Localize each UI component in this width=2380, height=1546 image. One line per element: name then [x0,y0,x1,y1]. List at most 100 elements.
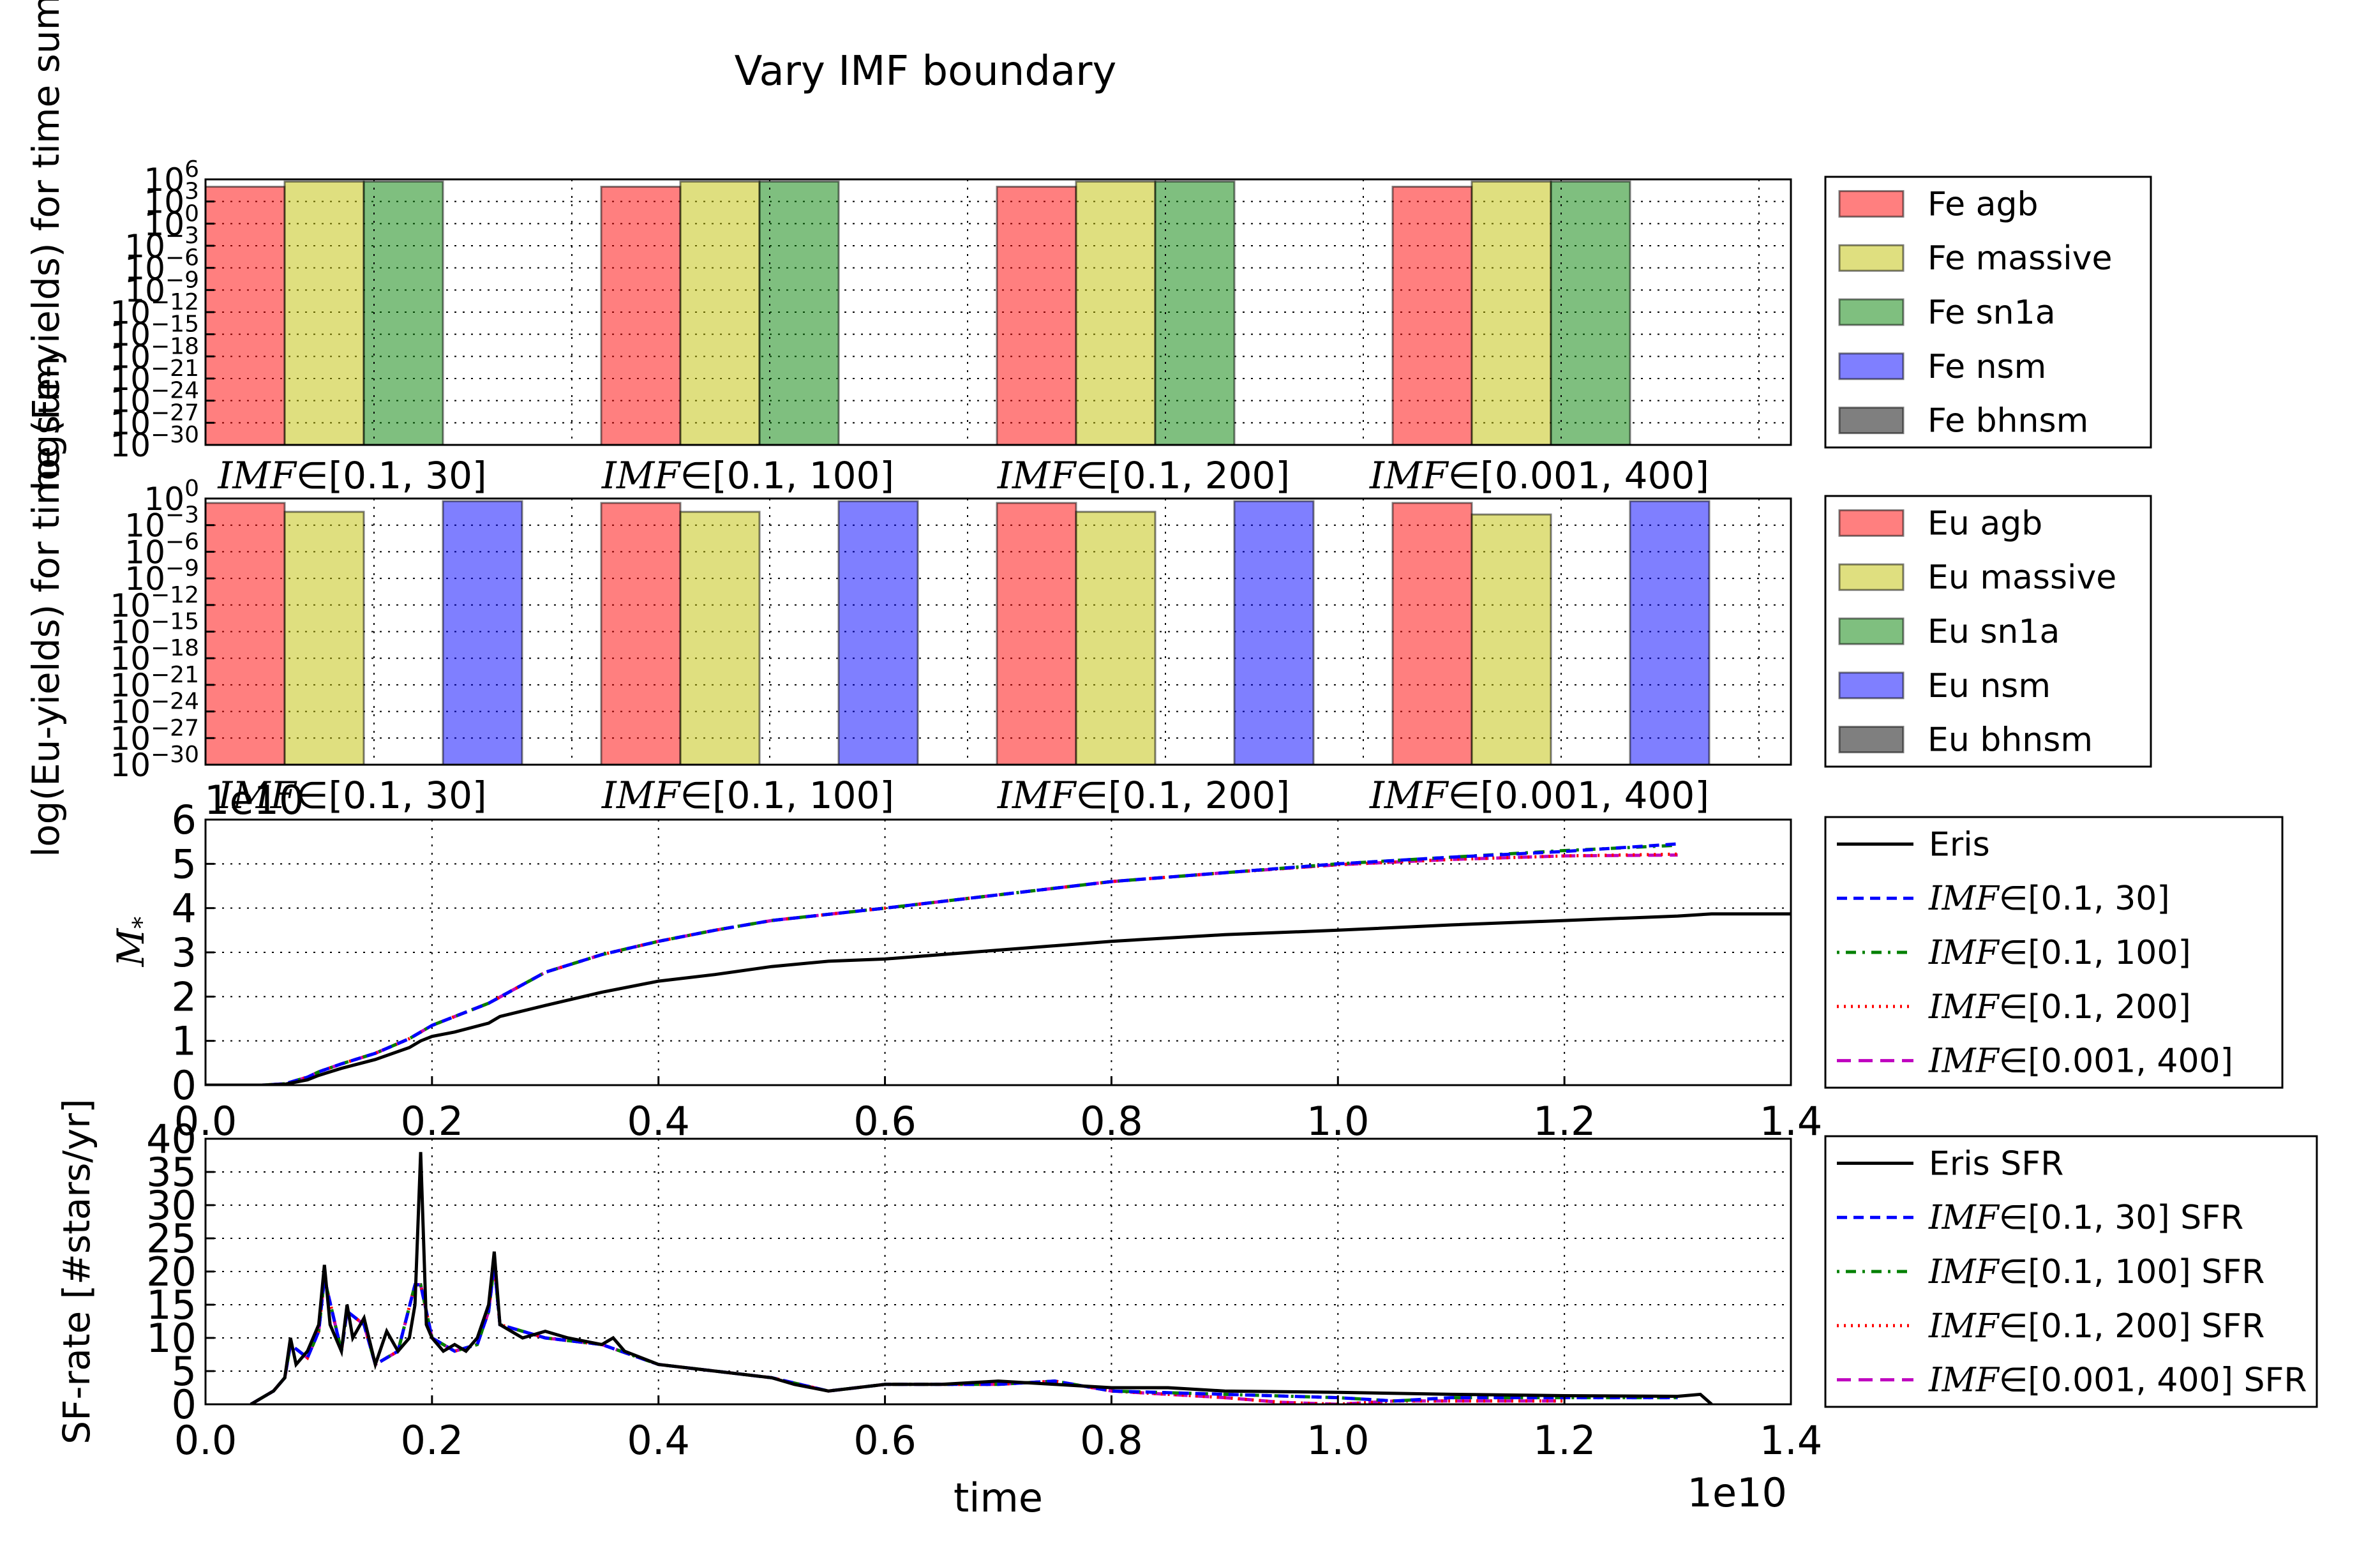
x-tick-label: 0.8 [1080,1417,1143,1464]
legend-label: IMF∈[0.1, 200] SFR [1928,1307,2264,1346]
bar [758,180,840,446]
x-category-label: IMF∈[0.1, 100] [601,774,894,817]
bar-panel-eu_bars: 10−3010−2710−2410−2110−1810−1510−1210−91… [110,476,2152,817]
line-panel-sfr: 0.0 0.2 0.4 0.6 0.8 1.0 1.2 1.4 0510152025303540… [55,1099,2318,1521]
y-tick-label: 35 [146,1149,197,1196]
series-line [206,842,1678,1085]
bar [996,502,1077,766]
series-line [206,853,1678,1085]
legend-label: Fe agb [1927,185,2038,223]
y-tick-label: 40 [146,1116,197,1162]
y-tick-label: 6 [172,797,197,843]
y-tick-label: 0 [172,1062,197,1109]
y-tick-label: 10−21 [110,356,199,398]
plot-frame [204,818,1792,1086]
x-category-label: IMF∈[0.1, 30] [217,774,486,817]
x-axis-label: time [954,1475,1043,1521]
legend-label: Fe sn1a [1927,294,2056,332]
legend-label: IMF∈[0.1, 100] SFR [1928,1253,2264,1291]
legend-frame [1824,1135,2318,1408]
bar [1391,502,1473,766]
y-tick-label: 103 [144,179,199,221]
x-category-label: IMF∈[0.1, 200] [997,774,1290,817]
bar [679,180,761,446]
x-tick-label: 0.6 [853,1098,917,1144]
y-axis-label: log(Eu-yields) for time sum [24,356,68,857]
legend-swatch [1838,563,1905,591]
panels: 10−3010−2710−2410−2110−1810−1510−1210−91… [24,0,2318,1521]
x-category-label: IMF∈[0.1, 100] [601,454,894,497]
legend-label: IMF∈[0.001, 400] SFR [1928,1362,2307,1400]
y-tick-label: 10−27 [110,400,199,442]
legend-label: Eu agb [1927,504,2042,543]
legend-label: Eu massive [1927,559,2116,597]
y-tick-label: 10 [146,1315,197,1362]
y-tick-label: 10−18 [110,635,199,677]
y-tick-label: 10−30 [110,422,199,464]
bar [204,502,286,766]
y-tick-label: 10−12 [110,582,199,624]
y-tick-label: 10−24 [110,378,199,420]
bar [283,180,365,446]
legend-label: IMF∈[0.1, 200] [1928,988,2191,1026]
y-tick-label: 100 [144,476,199,518]
series-line [250,1152,1713,1404]
y-tick-label: 10−6 [124,529,199,571]
bar-panel-fe_bars: 10−3010−2710−2410−2110−1810−1510−1210−91… [110,156,2152,497]
legend-label: Eu bhnsm [1927,721,2093,760]
y-tick-label: 10−3 [124,223,199,265]
legend-label: Fe massive [1927,239,2113,278]
bar [1471,180,1552,446]
x-tick-label: 0.0 [174,1417,237,1464]
plot-frame [204,1137,1792,1406]
x-tick-label: 0.2 [401,1417,464,1464]
x-tick-label: 1.0 [1306,1098,1370,1144]
x-category-label: IMF∈[0.1, 30] [217,454,486,497]
legend-label: Fe nsm [1927,348,2046,386]
y-tick-label: 10−30 [110,742,199,784]
bar [1075,180,1156,446]
x-tick-label: 1.4 [1760,1098,1823,1144]
y-axis-label: M* [109,917,156,967]
bar [996,186,1077,446]
y-tick-label: 10−3 [124,502,199,544]
bar [1391,186,1473,446]
bar [1550,180,1631,446]
bar [442,500,523,766]
bar [837,500,919,766]
legend-swatch [1838,509,1905,537]
legend-swatch [1838,407,1905,435]
legend-swatch [1838,672,1905,700]
bar [1471,513,1552,766]
y-tick-label: 20 [146,1249,197,1295]
bar [600,186,682,446]
y-tick-label: 5 [172,841,197,887]
x-category-label: IMF∈[0.001, 400] [1369,454,1709,497]
x-tick-label: 0.0 [174,1098,237,1144]
legend-swatch [1838,190,1905,218]
y-tick-label: 10−24 [110,689,199,731]
y-tick-label: 1 [172,1018,197,1065]
bar [283,511,365,766]
series-line [206,912,1791,1085]
y-tick-label: 10−9 [124,267,199,309]
y-tick-label: 3 [172,929,197,976]
y-tick-label: 10−9 [124,555,199,597]
x-tick-label: 0.8 [1080,1098,1143,1144]
y-tick-label: 5 [172,1348,197,1395]
x-tick-label: 0.4 [627,1098,690,1144]
bar [1233,500,1315,766]
y-tick-label: 25 [146,1215,197,1262]
legend-label: Eu nsm [1927,667,2051,705]
bar [1075,511,1156,766]
x-tick-label: 1.4 [1760,1417,1823,1464]
legend-label: IMF∈[0.001, 400] [1928,1042,2233,1081]
bar [600,502,682,766]
legend-swatch [1838,617,1905,645]
legend-label: Eris [1929,825,1990,864]
legend-label: Eu sn1a [1927,613,2060,651]
x-tick-label: 0.2 [401,1098,464,1144]
x-tick-label: 0.6 [853,1417,917,1464]
